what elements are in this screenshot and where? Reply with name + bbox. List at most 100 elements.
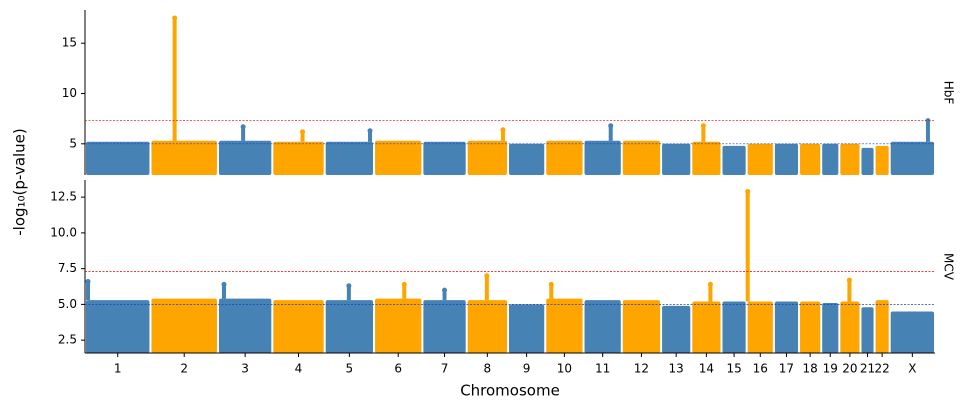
x-tick-label: 5 xyxy=(346,362,354,376)
x-tick-label: 16 xyxy=(753,362,768,376)
x-tick-label: 4 xyxy=(295,362,303,376)
peak-stem xyxy=(847,280,852,302)
panel-label: MCV xyxy=(942,253,956,281)
chromosome-points xyxy=(584,300,621,353)
chromosome-points xyxy=(423,300,466,353)
x-tick-label: 8 xyxy=(484,362,492,376)
peak-point xyxy=(300,129,306,135)
chromosome-points xyxy=(722,145,746,175)
chromosome-points xyxy=(375,298,422,353)
peak-point xyxy=(484,273,490,279)
peak-stem xyxy=(346,285,351,301)
x-tick-label: 21 xyxy=(860,362,875,376)
chromosome-points xyxy=(890,141,934,175)
chromosome-points xyxy=(325,300,374,353)
peak-point xyxy=(346,283,352,289)
peak-stem xyxy=(241,126,246,141)
peak-stem xyxy=(172,18,177,141)
chromosome-points xyxy=(747,301,773,353)
chromosome-points xyxy=(622,140,661,175)
peak-point xyxy=(745,188,751,194)
peak-stem xyxy=(708,284,713,302)
peak-point xyxy=(172,15,178,21)
chromosome-points xyxy=(546,140,583,175)
chromosome-points xyxy=(840,301,860,353)
peak-stem xyxy=(745,191,750,302)
x-tick-label: 7 xyxy=(441,362,449,376)
x-tick-label: 19 xyxy=(823,362,838,376)
y-tick-label: 10.0 xyxy=(50,225,77,239)
chromosome-points xyxy=(822,143,839,175)
peak-point xyxy=(367,128,373,134)
chromosome-points xyxy=(467,140,507,175)
y-tick-label: 5 xyxy=(69,136,77,150)
peak-point xyxy=(707,281,713,287)
peak-stem xyxy=(368,130,373,142)
chromosome-points xyxy=(375,140,422,175)
chromosome-points xyxy=(584,140,621,175)
chromosome-points xyxy=(890,311,934,353)
x-tick-label: 22 xyxy=(874,362,889,376)
x-tick-label: 20 xyxy=(842,362,857,376)
peak-point xyxy=(700,123,706,129)
y-tick-label: 5.0 xyxy=(58,297,77,311)
peak-stem xyxy=(300,131,305,142)
x-tick-label: 1 xyxy=(114,362,122,376)
peak-stem xyxy=(500,129,505,141)
peak-point xyxy=(548,281,554,287)
chromosome-points xyxy=(508,143,545,175)
chromosome-points xyxy=(800,143,821,175)
chromosome-points xyxy=(423,141,466,175)
peak-stem xyxy=(608,125,613,141)
chromosome-points xyxy=(861,307,874,353)
peak-point xyxy=(608,123,614,129)
chromosome-points xyxy=(273,300,324,353)
chromosome-points xyxy=(722,301,746,353)
x-tick-label: 6 xyxy=(394,362,402,376)
chromosome-points xyxy=(747,143,773,175)
chromosome-points xyxy=(86,300,150,353)
peak-point xyxy=(221,281,227,287)
chromosome-points xyxy=(508,304,545,353)
chromosome-points xyxy=(467,300,507,353)
panel-label: HbF xyxy=(942,81,956,105)
chromosome-points xyxy=(218,140,272,175)
y-tick-label: 15 xyxy=(62,36,77,50)
chromosome-points xyxy=(151,298,217,353)
chromosome-points xyxy=(774,301,799,353)
peak-stem xyxy=(549,284,554,299)
x-tick-label: 9 xyxy=(523,362,531,376)
x-tick-label: 13 xyxy=(669,362,684,376)
y-tick-label: 10 xyxy=(62,86,77,100)
chromosome-points xyxy=(218,298,272,353)
peak-stem xyxy=(86,281,91,301)
chromosome-points xyxy=(662,305,691,353)
peak-point xyxy=(85,279,91,285)
x-tick-label: X xyxy=(908,362,916,376)
x-tick-label: 3 xyxy=(241,362,249,376)
chromosome-points xyxy=(692,141,721,175)
y-tick-label: 7.5 xyxy=(58,261,77,275)
x-tick-label: 18 xyxy=(802,362,817,376)
x-tick-label: 14 xyxy=(699,362,714,376)
chromosome-points xyxy=(774,143,799,175)
chromosome-points xyxy=(546,298,583,353)
chromosome-points xyxy=(86,141,150,175)
chromosome-points xyxy=(822,302,839,353)
peak-stem xyxy=(484,275,489,301)
peak-point xyxy=(240,124,246,130)
chromosome-points xyxy=(662,143,691,175)
peak-point xyxy=(500,127,506,133)
y-tick-label: 12.5 xyxy=(50,190,77,204)
x-axis-label: Chromosome xyxy=(460,382,560,400)
chromosome-points xyxy=(692,301,721,353)
chromosome-points xyxy=(622,300,661,353)
y-tick-label: 2.5 xyxy=(58,333,77,347)
x-tick-label: 2 xyxy=(180,362,188,376)
peak-stem xyxy=(701,125,706,142)
x-tick-label: 11 xyxy=(595,362,610,376)
y-axis-label: -log₁₀(p-value) xyxy=(11,128,29,236)
peak-stem xyxy=(221,284,226,299)
chromosome-points xyxy=(800,301,821,353)
